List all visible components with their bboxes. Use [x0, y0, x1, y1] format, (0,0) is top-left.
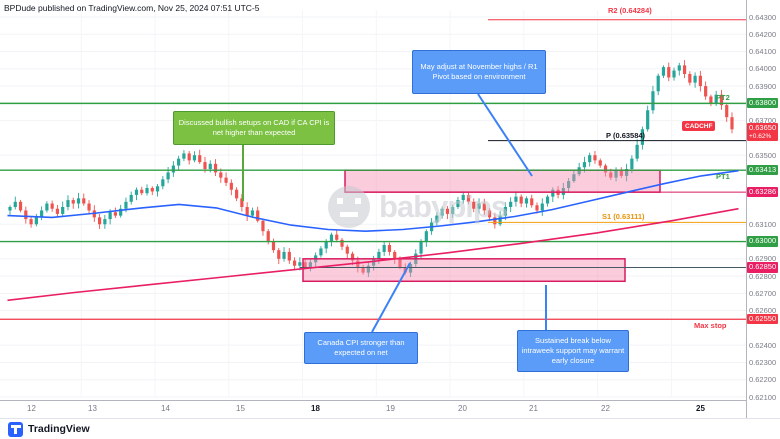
price-tick: 0.63100	[749, 219, 777, 229]
price-level-badge: 0.63000	[747, 236, 779, 247]
pivot-label: R2 (0.64284)	[608, 6, 652, 15]
early-closure-note: Sustained break below intraweek support …	[517, 330, 629, 372]
november-highs-note-pointer	[477, 93, 533, 177]
level-label: PT1	[716, 172, 730, 182]
time-axis[interactable]: 12 13 14 15 18 19 20 21 22 25	[0, 400, 746, 419]
price-tick: 0.62300	[749, 357, 777, 367]
time-tick: 14	[161, 404, 170, 413]
tradingview-brand-text[interactable]: TradingView	[28, 423, 90, 435]
time-tick: 22	[601, 404, 610, 413]
level-label: P (0.63584)	[606, 130, 646, 140]
price-tick: 0.62700	[749, 288, 777, 298]
level-label: PT2	[716, 93, 730, 103]
level-label: Max stop	[694, 321, 727, 331]
highlight-zone	[302, 258, 626, 283]
price-level-badge: 0.62850	[747, 261, 779, 273]
symbol-price-flag: CADCHF	[682, 121, 716, 131]
canada-cpi-note: Canada CPI stronger than expected on net	[304, 332, 418, 364]
price-tick: 0.62800	[749, 271, 777, 281]
price-level-badge: 0.63413	[747, 164, 779, 176]
price-tick: 0.62600	[749, 306, 777, 316]
highlight-zone	[344, 169, 661, 193]
price-tick: 0.62100	[749, 392, 777, 402]
price-tick: 0.64000	[749, 64, 777, 74]
canada-cpi-note-pointer	[371, 262, 411, 333]
slow-ema-line	[7, 207, 739, 302]
fast-ema-line	[7, 169, 739, 233]
time-tick: 18	[311, 404, 320, 413]
price-tick: 0.64200	[749, 29, 777, 39]
candles-layer	[8, 60, 734, 278]
price-tick: 0.63700	[749, 116, 777, 126]
bullish-setup-note: Discussed bullish setups on CAD if CA CP…	[173, 111, 335, 145]
price-level-badge: 0.62550	[747, 313, 779, 325]
level-label: S1 (0.63111)	[602, 212, 645, 222]
price-axis[interactable]: 0.64300 0.64200 0.64100 0.64000 0.63900 0.638…	[746, 0, 780, 418]
last-price-badge: 0.63650 +0.62%	[747, 123, 779, 142]
november-highs-note: May adjust at November highs / R1 Pivot …	[412, 50, 546, 94]
price-tick: 0.63900	[749, 81, 777, 91]
footer: TradingView	[0, 418, 780, 439]
time-tick: 20	[458, 404, 467, 413]
price-tick: 0.64100	[749, 47, 777, 57]
publish-attribution: BPDude published on TradingView.com, Nov…	[4, 3, 260, 13]
time-tick: 19	[386, 404, 395, 413]
last-price-change: +0.62%	[749, 132, 772, 140]
price-tick: 0.62900	[749, 254, 777, 264]
time-tick: 13	[88, 404, 97, 413]
price-tick: 0.64300	[749, 12, 777, 22]
time-tick: 25	[696, 404, 705, 413]
price-level-badge: 0.63800	[747, 97, 779, 109]
time-tick: 21	[529, 404, 538, 413]
price-tick: 0.63500	[749, 150, 777, 160]
time-tick: 15	[236, 404, 245, 413]
tradingview-logo-icon[interactable]	[8, 421, 23, 437]
price-tick: 0.62400	[749, 340, 777, 350]
price-level-badge: 0.63286	[747, 186, 779, 198]
price-tick: 0.62200	[749, 375, 777, 385]
time-tick: 12	[27, 404, 36, 413]
